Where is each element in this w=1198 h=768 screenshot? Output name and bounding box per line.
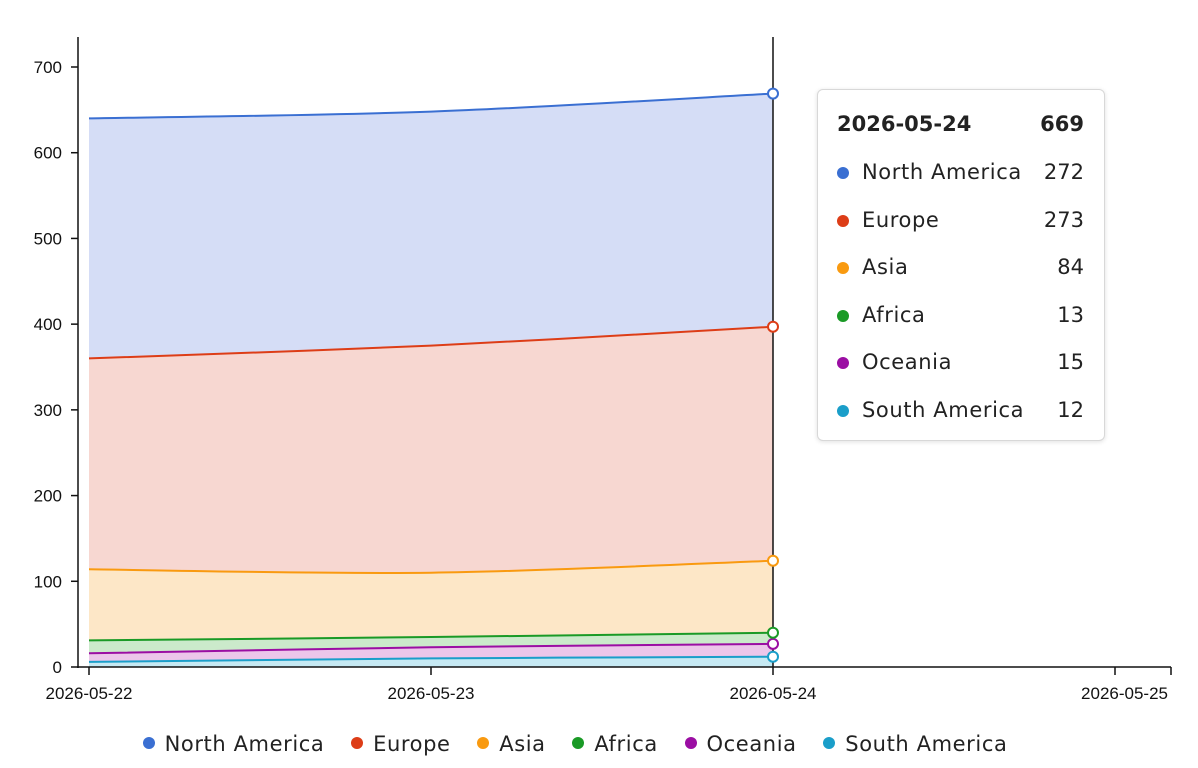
- tooltip-series-value: 12: [1057, 398, 1084, 422]
- y-tick-label: 600: [34, 144, 62, 163]
- tooltip-series-value: 84: [1057, 255, 1084, 279]
- legend-item-asia[interactable]: Asia: [477, 732, 545, 756]
- legend-dot-icon: [823, 737, 836, 749]
- legend-label: South America: [845, 732, 1008, 756]
- x-tick-label: 2026-05-24: [730, 684, 817, 703]
- tooltip-row: North America 272: [837, 160, 1084, 186]
- tooltip-series-value: 13: [1057, 303, 1084, 327]
- series-lines: [88, 92, 774, 663]
- legend-dot-icon: [684, 737, 697, 749]
- legend-label: Africa: [594, 732, 658, 756]
- tooltip-series-name: South America: [862, 398, 1025, 422]
- y-tick-label: 400: [34, 315, 62, 334]
- hover-point-north-america: [767, 87, 779, 100]
- hover-point-europe: [767, 320, 779, 333]
- legend-dot-icon: [142, 737, 155, 749]
- line-asia: [88, 559, 774, 575]
- tooltip-row: Europe 273: [837, 208, 1084, 234]
- area-north-america: [89, 93, 773, 359]
- y-tick-label: 300: [34, 401, 62, 420]
- hover-markers: [767, 87, 779, 663]
- tooltip-date: 2026-05-24: [837, 112, 972, 136]
- area-south-america: [89, 656, 773, 667]
- x-tick-label: 2026-05-22: [46, 684, 133, 703]
- legend-label: Europe: [373, 732, 451, 756]
- series-dot-icon: [837, 405, 849, 417]
- legend-item-south-america[interactable]: South America: [823, 732, 1007, 756]
- tooltip-series-name: Asia: [862, 255, 909, 279]
- area-europe: [89, 326, 773, 574]
- legend-label: Asia: [499, 732, 546, 756]
- legend-item-oceania[interactable]: Oceania: [684, 732, 797, 756]
- legend-dot-icon: [572, 737, 585, 749]
- area-asia: [89, 560, 773, 641]
- series-dot-icon: [837, 167, 849, 179]
- hover-point-oceania: [767, 637, 779, 650]
- legend-label: Oceania: [706, 732, 797, 756]
- tooltip-series-value: 273: [1043, 208, 1084, 232]
- y-tick-label: 700: [34, 58, 62, 77]
- tooltip-series-name: Europe: [862, 208, 940, 232]
- line-europe: [88, 325, 774, 360]
- y-tick-label: 0: [53, 658, 62, 677]
- y-tick-label: 100: [34, 572, 62, 591]
- hover-tooltip: 2026-05-24 669 North America 272 Europe …: [817, 89, 1105, 441]
- legend-dot-icon: [351, 737, 364, 749]
- x-tick-label: 2026-05-23: [388, 684, 475, 703]
- area-layers: [89, 93, 773, 667]
- chart-legend: North America Europe Asia Africa Oceania…: [0, 732, 1150, 756]
- axes: 0 100 200 300 400 500 600 700 2026-05-22 2026-05-…: [34, 37, 1172, 703]
- series-dot-icon: [837, 215, 849, 227]
- line-oceania: [88, 642, 774, 655]
- y-tick-label: 500: [34, 229, 62, 248]
- area-africa: [89, 632, 773, 654]
- legend-item-north-america[interactable]: North America: [142, 732, 325, 756]
- line-africa: [88, 631, 774, 642]
- tooltip-row: South America 12: [837, 398, 1084, 424]
- hover-point-asia: [767, 554, 779, 567]
- tooltip-series-value: 272: [1043, 160, 1084, 184]
- legend-dot-icon: [477, 737, 490, 749]
- tooltip-series-name: North America: [862, 160, 1022, 184]
- tooltip-row: Asia 84: [837, 255, 1084, 281]
- legend-label: North America: [164, 732, 325, 756]
- tooltip-series-name: Oceania: [862, 350, 953, 374]
- tooltip-series-value: 15: [1057, 350, 1084, 374]
- series-dot-icon: [837, 357, 849, 369]
- series-dot-icon: [837, 310, 849, 322]
- tooltip-total: 669: [1040, 112, 1084, 136]
- hover-point-africa: [767, 626, 779, 639]
- hover-point-south-america: [767, 650, 779, 663]
- tooltip-row: Africa 13: [837, 303, 1084, 329]
- line-south-america: [88, 655, 774, 663]
- series-dot-icon: [837, 262, 849, 274]
- x-tick-label: 2026-05-25: [1081, 684, 1168, 703]
- tooltip-header: 2026-05-24 669: [837, 112, 1084, 138]
- legend-item-europe[interactable]: Europe: [351, 732, 450, 756]
- line-north-america: [88, 92, 774, 120]
- tooltip-row: Oceania 15: [837, 350, 1084, 376]
- tooltip-series-name: Africa: [862, 303, 926, 327]
- y-tick-label: 200: [34, 487, 62, 506]
- legend-item-africa[interactable]: Africa: [572, 732, 658, 756]
